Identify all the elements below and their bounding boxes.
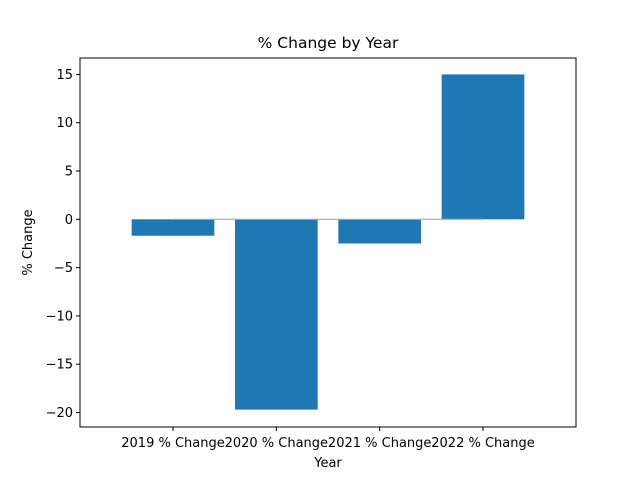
- y-tick-label: 5: [65, 165, 73, 180]
- y-tick-label: −20: [46, 406, 73, 421]
- y-tick-label: −5: [54, 261, 73, 276]
- x-tick-label: 2020 % Change: [225, 436, 328, 451]
- x-tick-label: 2022 % Change: [431, 436, 534, 451]
- bar-2021: [338, 219, 421, 244]
- x-axis-label: Year: [313, 456, 342, 471]
- x-tick-label: 2019 % Change: [121, 436, 224, 451]
- y-axis-label: % Change: [21, 209, 36, 275]
- y-tick-label: −15: [46, 358, 73, 373]
- chart-title: % Change by Year: [258, 34, 399, 52]
- bars-group: [131, 74, 525, 410]
- y-tick-label: 15: [56, 68, 73, 83]
- y-tick-label: 10: [56, 116, 73, 131]
- y-tick-label: 0: [65, 213, 73, 228]
- x-tick-label: 2021 % Change: [328, 436, 431, 451]
- x-axis-ticks: 2019 % Change 2020 % Change 2021 % Change 2…: [121, 427, 535, 451]
- bar-2020: [235, 219, 318, 410]
- bar-2022: [441, 74, 525, 220]
- bar-2019: [131, 219, 215, 236]
- y-axis-ticks: −20 −15 −10 −5 0 5 10 15: [46, 68, 80, 421]
- y-tick-label: −10: [46, 309, 73, 324]
- plot-area-frame: [79, 57, 577, 428]
